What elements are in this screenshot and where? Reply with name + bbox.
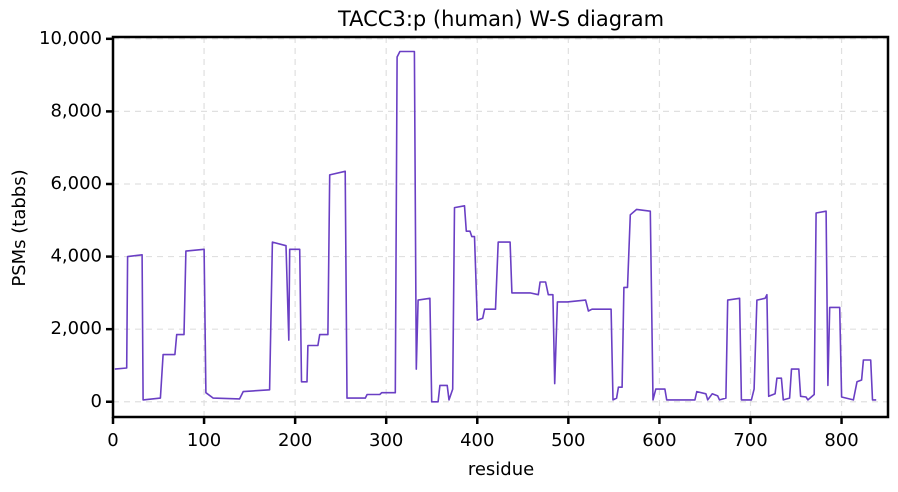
x-tick-label: 100 bbox=[187, 430, 221, 451]
x-tick-label: 700 bbox=[733, 430, 767, 451]
plot-frame bbox=[111, 35, 890, 419]
y-tick-label: 2,000 bbox=[50, 318, 102, 339]
y-tick-label: 10,000 bbox=[39, 28, 102, 49]
y-tick-label: 0 bbox=[91, 391, 102, 412]
y-tick-label: 6,000 bbox=[50, 173, 102, 194]
x-tick-label: 300 bbox=[369, 430, 403, 451]
x-axis-label: residue bbox=[468, 459, 534, 480]
data-line bbox=[114, 50, 877, 403]
y-axis-label: PSMs (tabbs) bbox=[9, 169, 30, 286]
x-tick-label: 500 bbox=[551, 430, 585, 451]
x-tick-label: 800 bbox=[824, 430, 858, 451]
x-tick-label: 0 bbox=[107, 430, 118, 451]
y-tick-label: 8,000 bbox=[50, 100, 102, 121]
x-tick-label: 200 bbox=[278, 430, 312, 451]
y-tick-label: 4,000 bbox=[50, 246, 102, 267]
x-tick-label: 600 bbox=[642, 430, 676, 451]
x-tick-label: 400 bbox=[460, 430, 494, 451]
chart-title: TACC3:p (human) W-S diagram bbox=[337, 7, 664, 31]
